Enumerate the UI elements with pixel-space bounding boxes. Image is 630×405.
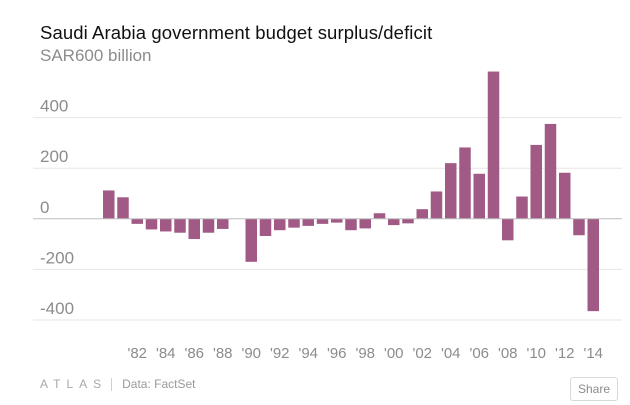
bar-1998[interactable] <box>359 218 372 229</box>
bar-1988[interactable] <box>217 218 229 229</box>
bar-2006[interactable] <box>473 173 486 219</box>
x-tick-label: '84 <box>156 345 176 362</box>
bar-1992[interactable] <box>274 218 286 231</box>
bar-2014[interactable] <box>587 218 600 312</box>
bar-2008[interactable] <box>502 218 514 241</box>
bar-2001[interactable] <box>402 218 414 224</box>
bar-1996[interactable] <box>331 218 343 223</box>
chart-title: Saudi Arabia government budget surplus/d… <box>40 22 433 43</box>
share-button[interactable]: Share <box>569 377 618 401</box>
bar-1984[interactable] <box>160 218 172 232</box>
bar-1987[interactable] <box>202 218 215 233</box>
bar-2009[interactable] <box>516 196 528 219</box>
bar-1981[interactable] <box>117 197 129 219</box>
bar-1995[interactable] <box>316 218 329 224</box>
bar-2007[interactable] <box>487 71 500 219</box>
x-tick-label: '02 <box>412 345 432 362</box>
bar-2004[interactable] <box>445 163 457 219</box>
x-tick-label: '94 <box>298 345 318 362</box>
x-tick-label: '00 <box>384 345 404 362</box>
bar-2012[interactable] <box>559 172 571 219</box>
bar-1983[interactable] <box>145 218 158 230</box>
atlas-logo[interactable]: ATLAS <box>40 377 108 391</box>
bar-1994[interactable] <box>302 218 315 226</box>
x-tick-label: '88 <box>213 345 233 362</box>
footer-divider <box>111 377 113 391</box>
bar-1980[interactable] <box>103 190 115 219</box>
bar-1985[interactable] <box>174 218 186 233</box>
bar-2010[interactable] <box>530 144 543 219</box>
bar-1990[interactable] <box>245 218 258 262</box>
y-tick-label: -200 <box>40 248 74 267</box>
bar-2013[interactable] <box>573 218 585 236</box>
y-tick-label: 0 <box>40 198 49 217</box>
x-tick-label: '98 <box>355 345 375 362</box>
bar-2002[interactable] <box>416 209 429 219</box>
bar-1986[interactable] <box>188 218 201 240</box>
x-tick-label: '04 <box>441 345 461 362</box>
y-tick-label: SAR600 billion <box>40 46 152 65</box>
bar-2005[interactable] <box>459 147 471 219</box>
bar-1982[interactable] <box>131 218 144 224</box>
y-tick-label: -400 <box>40 299 74 318</box>
x-tick-label: '92 <box>270 345 290 362</box>
bar-chart: SAR600 billion 400 200 0 -200 -400 '82 '84 '86 '8… <box>33 46 622 362</box>
x-tick-label: '12 <box>555 345 575 362</box>
x-tick-label: '90 <box>241 345 261 362</box>
chart-footer: ATLAS Data: FactSet <box>40 377 196 391</box>
x-tick-label: '82 <box>127 345 147 362</box>
x-tick-label: '08 <box>498 345 518 362</box>
bar-2003[interactable] <box>430 191 443 219</box>
bar-1993[interactable] <box>288 218 300 228</box>
x-tick-label: '06 <box>469 345 489 362</box>
y-tick-label: 200 <box>40 147 68 166</box>
bar-1997[interactable] <box>345 218 357 231</box>
x-tick-label: '10 <box>526 345 546 362</box>
y-tick-label: 400 <box>40 97 68 116</box>
x-tick-label: '14 <box>583 345 603 362</box>
bar-1991[interactable] <box>259 218 272 237</box>
source-note: Data: FactSet <box>122 377 196 391</box>
bar-1999[interactable] <box>373 213 386 219</box>
x-tick-label: '96 <box>327 345 347 362</box>
bar-2011[interactable] <box>544 123 557 219</box>
bar-2000[interactable] <box>388 218 400 226</box>
x-tick-label: '86 <box>184 345 204 362</box>
